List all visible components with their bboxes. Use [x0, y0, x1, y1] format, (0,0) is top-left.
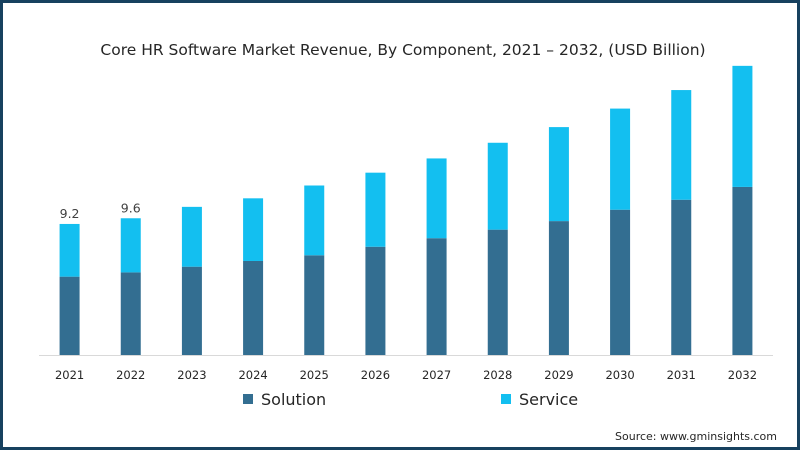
- bar-service-2030: [610, 108, 631, 210]
- bar-solution-2032: [732, 186, 753, 355]
- x-tick-label: 2028: [483, 368, 512, 382]
- bar-solution-2026: [365, 246, 386, 355]
- data-label: 9.2: [60, 206, 80, 221]
- bar-service-2028: [487, 142, 508, 230]
- bar-solution-2031: [671, 199, 692, 355]
- x-tick-label: 2027: [422, 368, 451, 382]
- bar-service-2025: [304, 185, 325, 256]
- bar-service-2031: [671, 90, 692, 200]
- x-tick-label: 2022: [116, 368, 145, 382]
- legend-swatch-solution: [243, 394, 253, 404]
- bar-service-2027: [426, 158, 447, 239]
- legend-item-solution: Solution: [243, 389, 326, 409]
- bar-service-2022: [120, 218, 141, 273]
- x-tick-label: 2026: [361, 368, 390, 382]
- bar-service-2024: [243, 198, 264, 261]
- x-tick-label: 2023: [177, 368, 206, 382]
- chart-title: Core HR Software Market Revenue, By Comp…: [100, 41, 706, 59]
- bar-service-2023: [181, 206, 202, 267]
- bar-solution-2028: [487, 229, 508, 355]
- bar-solution-2021: [59, 276, 80, 355]
- x-tick-label: 2024: [238, 368, 267, 382]
- bar-service-2032: [732, 65, 753, 187]
- x-tick-label: 2030: [605, 368, 634, 382]
- legend-label-service: Service: [519, 389, 579, 409]
- legend-swatch-service: [501, 394, 511, 404]
- bar-solution-2029: [548, 221, 569, 355]
- x-tick-label: 2032: [728, 368, 757, 382]
- bar-service-2026: [365, 172, 386, 247]
- source-note: Source: www.gminsights.com: [615, 430, 777, 443]
- bar-chart: 2021 2022 2023 2024 2025 2026 2027 2028 2029 2030…: [39, 65, 773, 382]
- bar-solution-2025: [304, 255, 325, 355]
- bar-solution-2023: [181, 266, 202, 355]
- legend-label-solution: Solution: [261, 389, 327, 409]
- x-tick-label: 2029: [544, 368, 573, 382]
- bar-solution-2024: [243, 260, 264, 355]
- bar-service-2021: [59, 223, 80, 277]
- legend-item-service: Service: [501, 389, 578, 409]
- bar-solution-2030: [610, 209, 631, 355]
- data-label: 9.6: [121, 200, 141, 215]
- x-tick-label: 2031: [667, 368, 696, 382]
- bar-service-2029: [548, 127, 569, 222]
- x-tick-label: 2025: [300, 368, 329, 382]
- x-tick-label: 2021: [55, 368, 84, 382]
- bar-solution-2022: [120, 272, 141, 355]
- bar-solution-2027: [426, 238, 447, 355]
